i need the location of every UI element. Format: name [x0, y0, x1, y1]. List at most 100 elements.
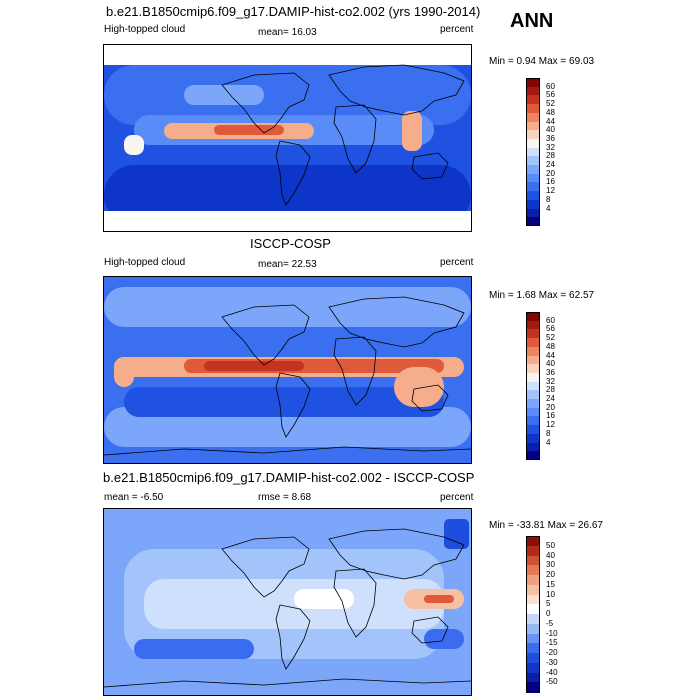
panel-3-map	[103, 508, 472, 696]
panel-3-title: b.e21.B1850cmip6.f09_g17.DAMIP-hist-co2.…	[103, 470, 475, 485]
field-patch	[424, 629, 464, 649]
field-patch	[104, 165, 471, 225]
colorbar-tick-label: 20	[546, 168, 555, 178]
field-patch	[214, 125, 284, 135]
panel-2-minmax-label: Min = 1.68 Max = 62.57	[489, 290, 595, 301]
panel-1-minmax-label: Min = 0.94 Max = 69.03	[489, 56, 595, 67]
coastline	[333, 336, 377, 406]
colorbar-tick-label: 30	[546, 560, 555, 570]
panel-2-map	[103, 276, 472, 464]
colorbar-tick-label: 36	[546, 133, 555, 143]
panel-1-title: b.e21.B1850cmip6.f09_g17.DAMIP-hist-co2.…	[106, 4, 481, 19]
colorbar-tick-label: 20	[546, 570, 555, 579]
colorbar-tick-label: 48	[546, 341, 555, 351]
coastline	[104, 446, 471, 456]
panel-3-units-label: percent	[440, 492, 474, 503]
coastline	[411, 384, 449, 412]
colorbar-frame	[526, 536, 540, 692]
panel-1-variable-label: High-topped cloud	[104, 24, 186, 35]
panel-3-colorbar: 50 40 30 20 15 10 5 0 -5 -10 -15 -20 -30 -40 -50	[526, 536, 566, 693]
coastline	[275, 140, 311, 206]
field-patch	[444, 519, 469, 549]
field-patch	[204, 361, 304, 371]
panel-3-mean-label: mean = -6.50	[104, 492, 164, 503]
colorbar-tick-label: 5	[546, 599, 551, 609]
colorbar-tick-label: 56	[546, 90, 555, 100]
colorbar-tick-label: 12	[546, 186, 555, 196]
field-patch	[124, 135, 144, 155]
colorbar-tick-label: -10	[546, 628, 558, 638]
field-patch	[294, 589, 354, 609]
colorbar-tick-label: 20	[546, 402, 555, 412]
map-field	[104, 509, 471, 695]
field-patch	[114, 357, 134, 387]
map-field	[104, 277, 471, 463]
colorbar-tick-label: 8	[546, 428, 551, 438]
field-patch	[184, 85, 264, 105]
colorbar-tick-label: 15	[546, 579, 555, 589]
coastline	[328, 64, 465, 116]
coastline	[411, 152, 449, 180]
colorbar-tick-label: 36	[546, 367, 555, 377]
colorbar-tick-label: 0	[546, 609, 551, 618]
panel-3-rmse-label: rmse = 8.68	[258, 492, 312, 503]
panel-1-units-label: percent	[440, 24, 474, 35]
panel-1-map	[103, 44, 472, 232]
colorbar-tick-label: 16	[546, 177, 555, 187]
colorbar-tick-label: 32	[546, 376, 555, 386]
colorbar-tick-label: 28	[546, 385, 555, 395]
colorbar-tick-label: 4	[546, 437, 551, 447]
colorbar-tick-label: 24	[546, 160, 555, 170]
colorbar-tick-label: 40	[546, 125, 555, 135]
colorbar-tick-label: 48	[546, 107, 555, 117]
coastline	[411, 616, 449, 644]
colorbar-tick-label: -50	[546, 677, 558, 687]
panel-1-mean-label: mean= 16.03	[258, 27, 317, 38]
coastline	[328, 296, 465, 348]
colorbar-tick-label: 44	[546, 116, 555, 126]
colorbar-frame	[526, 78, 540, 226]
colorbar-tick-label: 50	[546, 540, 555, 550]
colorbar-tick-label: 52	[546, 333, 555, 343]
panel-2-colorbar: 60 56 52 48 44 40 36 32 28 24 20 16 12 8 4	[526, 312, 566, 461]
colorbar-frame	[526, 312, 540, 460]
colorbar-tick-label: 52	[546, 99, 555, 109]
field-patch	[134, 639, 254, 659]
panel-1-colorbar: 60 56 52 48 44 40 36 32 28 24 20 16 12 8 4	[526, 78, 566, 227]
coastline	[328, 528, 465, 580]
colorbar-tick-label: 56	[546, 324, 555, 334]
colorbar-tick-label: 44	[546, 350, 555, 360]
field-patch	[402, 111, 422, 151]
colorbar-tick-label: 28	[546, 151, 555, 161]
colorbar-tick-label: 60	[546, 81, 555, 91]
colorbar-tick-label: 40	[546, 359, 555, 369]
colorbar-tick-label: 16	[546, 411, 555, 421]
panel-2-variable-label: High-topped cloud	[104, 257, 186, 268]
coastline	[221, 304, 310, 366]
panel-2-mean-label: mean= 22.53	[258, 259, 317, 270]
colorbar-tick-label: -40	[546, 667, 558, 677]
colorbar-tick-label: -5	[546, 618, 554, 628]
coastline	[275, 604, 311, 670]
field-patch	[124, 387, 444, 417]
colorbar-tick-label: 24	[546, 394, 555, 404]
field-patch	[394, 367, 444, 407]
map-field	[104, 45, 471, 231]
coastline	[104, 678, 471, 688]
colorbar-tick-label: 4	[546, 203, 551, 213]
colorbar-tick-label: 12	[546, 420, 555, 430]
coastline	[333, 568, 377, 638]
colorbar-tick-label: 10	[546, 589, 555, 599]
colorbar-tick-label: -30	[546, 657, 558, 667]
season-label: ANN	[510, 10, 554, 32]
panel-2-units-label: percent	[440, 257, 474, 268]
coastline	[333, 104, 377, 174]
coastline	[275, 372, 311, 438]
colorbar-tick-label: -20	[546, 648, 558, 657]
field-patch	[104, 287, 471, 327]
panel-2-title: ISCCP-COSP	[250, 236, 331, 251]
missing-data-band	[104, 211, 471, 231]
colorbar-tick-label: 60	[546, 315, 555, 325]
colorbar-tick-label: 40	[546, 550, 555, 560]
missing-data-band	[104, 45, 471, 65]
